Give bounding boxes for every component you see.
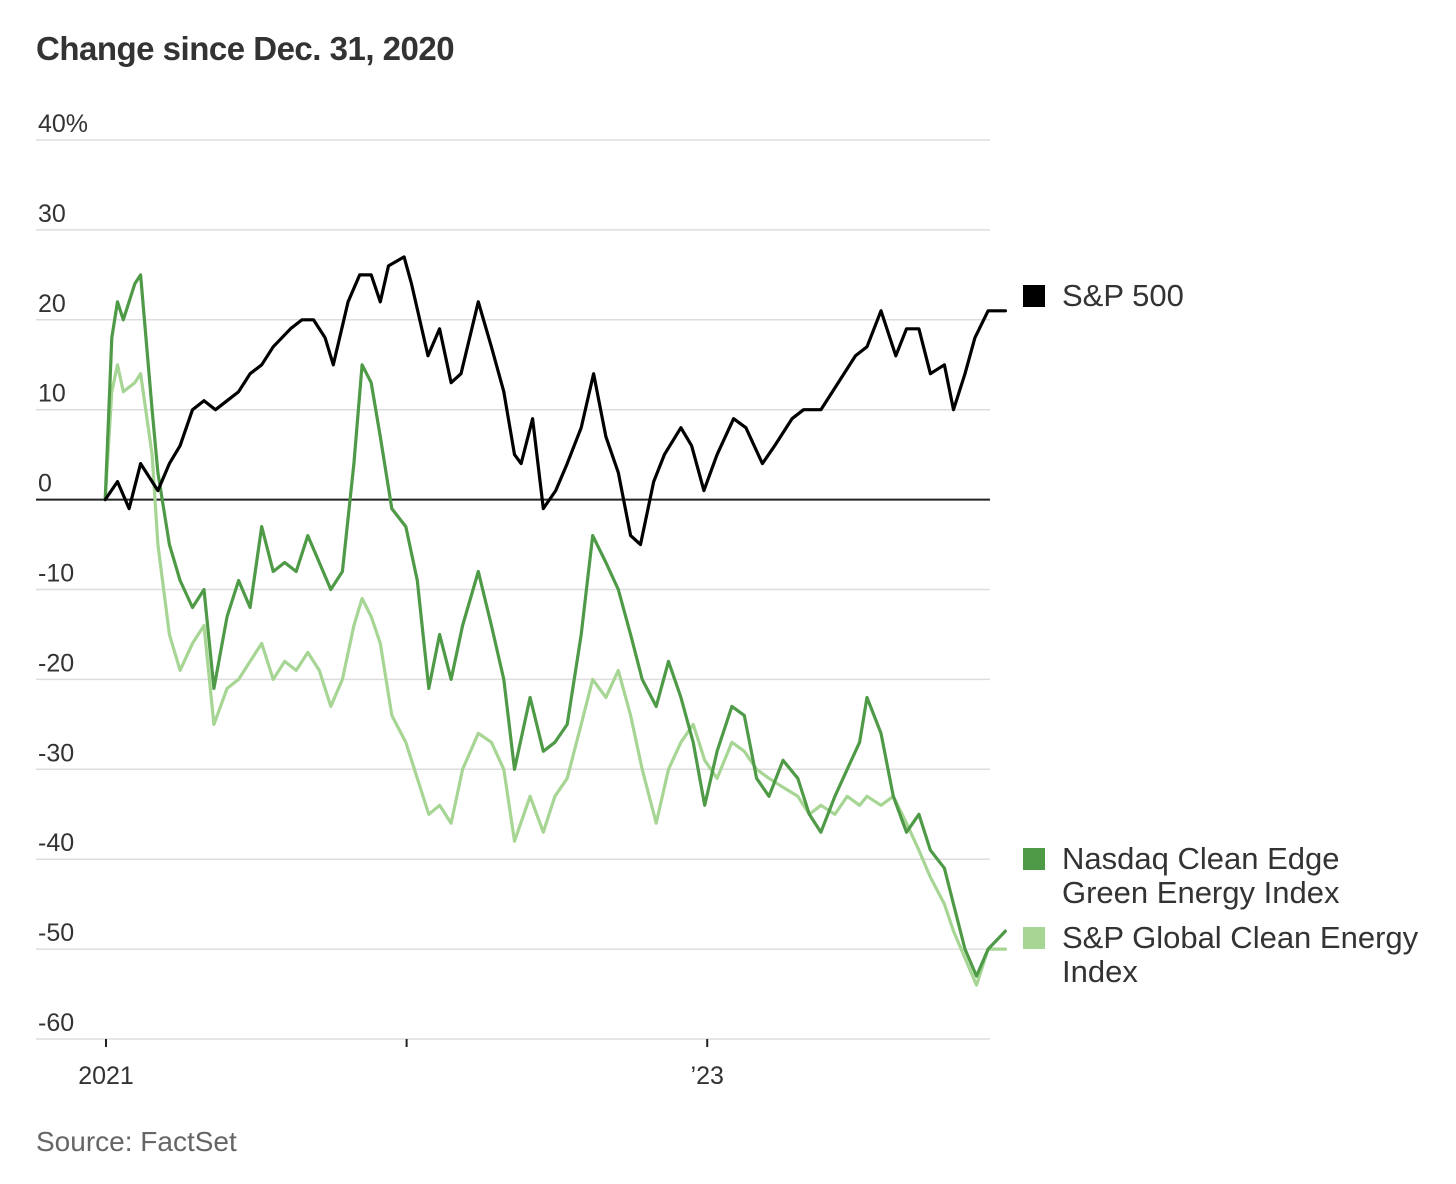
series-line-2 [103,363,1007,987]
y-tick-label: 30 [38,200,66,228]
legend-label: Nasdaq Clean Edge [1062,841,1339,876]
legend-swatch [1023,285,1045,307]
series-lines [103,255,1007,987]
y-axis-ticks: 40% 30 20 10 0 -10 -20 -30 -40 -50 -60 [38,110,88,1037]
series-line-0 [103,255,1007,547]
y-tick-label: -30 [38,739,74,767]
y-tick-label: 10 [38,380,66,408]
source-note: Source: FactSet [36,1126,237,1157]
legend-label: Green Energy Index [1062,875,1340,910]
gridlines [36,139,990,1040]
x-tick-label: ’23 [691,1062,724,1090]
legend-swatch [1023,927,1045,949]
y-tick-label: -10 [38,560,74,588]
series-line-1 [103,273,1007,978]
x-axis: 2021 ’23 [78,1039,724,1090]
legend-label: Index [1062,954,1138,989]
legend-label: S&P Global Clean Energy [1062,920,1419,955]
legend-swatch [1023,848,1045,870]
y-tick-label: 20 [38,290,66,318]
y-tick-label: -40 [38,829,74,857]
y-tick-label: -60 [38,1009,74,1037]
legend-label: S&P 500 [1062,278,1184,313]
y-tick-label: 0 [38,470,52,498]
y-tick-label: 40% [38,110,88,138]
y-tick-label: -50 [38,919,74,947]
y-tick-label: -20 [38,649,74,677]
x-tick-label: 2021 [78,1062,134,1090]
chart-title: Change since Dec. 31, 2020 [36,30,455,67]
